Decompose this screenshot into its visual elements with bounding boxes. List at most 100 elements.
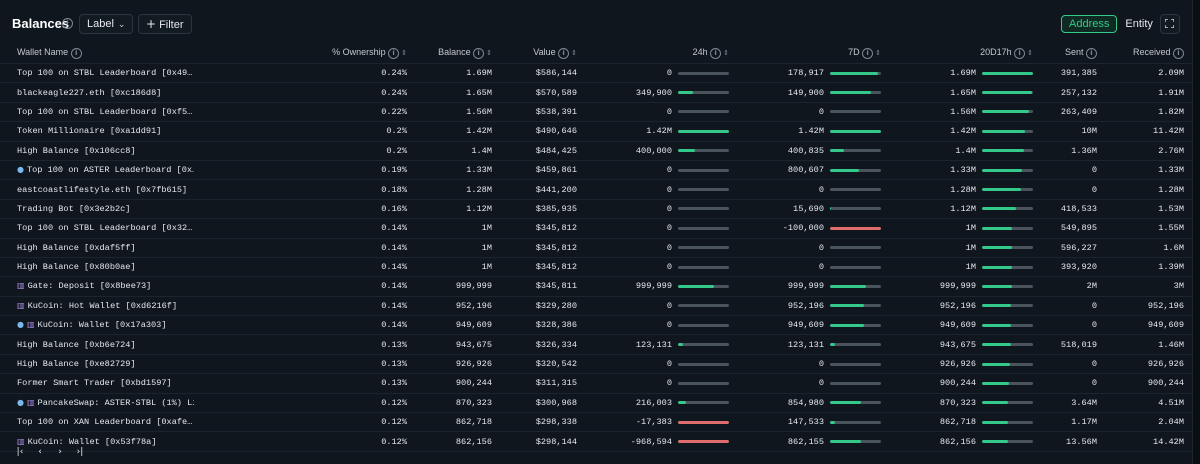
wallet-name-cell[interactable]: High Balance [0x106cc8]: [0, 141, 194, 161]
wallet-name-cell[interactable]: High Balance [0x80b0ae]: [0, 257, 194, 278]
table-row[interactable]: Former Smart Trader [0xbd1597] 0.13% 900,2…: [0, 373, 1192, 394]
wallet-name-cell[interactable]: Top 100 on XAN Leaderboard [0xafe…: [0, 412, 194, 433]
wallet-name-cell[interactable]: ▥ KuCoin: Wallet [0x53f78a]: [0, 431, 194, 452]
wallet-name-cell[interactable]: Top 100 on STBL Leaderboard [0xf5…: [0, 102, 194, 123]
change-7d-bar-fill: [830, 343, 835, 347]
column-header[interactable]: Wallet Name i: [0, 43, 194, 64]
column-header[interactable]: 24h i ⇕: [585, 43, 737, 64]
change-20d-bar-fill: [982, 265, 1013, 269]
table-row[interactable]: Token Millionaire [0xa1dd91] 0.2% 1.42M $49…: [0, 121, 1192, 142]
column-header-label: Balance: [438, 47, 471, 58]
wallet-name[interactable]: Token Millionaire [0xa1dd91]: [17, 126, 162, 137]
wallet-name[interactable]: PancakeSwap: ASTER-STBL (1%) Li…: [37, 397, 194, 408]
expand-button[interactable]: [1160, 14, 1180, 34]
wallet-name-cell[interactable]: High Balance [0xb6e724]: [0, 334, 194, 355]
toggle-address[interactable]: Address: [1061, 15, 1118, 33]
wallet-name[interactable]: Top 100 on STBL Leaderboard [0x49…: [17, 68, 193, 79]
wallet-name[interactable]: Trading Bot [0x3e2b2c]: [17, 203, 131, 214]
change-24h-bar: [678, 91, 729, 95]
wallet-name-cell[interactable]: ▥ KuCoin: Hot Wallet [0xd6216f]: [0, 296, 194, 317]
table-row[interactable]: High Balance [0x106cc8] 0.2% 1.4M $484,425 4…: [0, 141, 1192, 161]
table-row[interactable]: ● Top 100 on ASTER Leaderboard [0x… 0.19% 1…: [0, 160, 1192, 181]
wallet-name[interactable]: blackeagle227.eth [0xc186d8]: [17, 87, 162, 98]
wallet-name[interactable]: Former Smart Trader [0xbd1597]: [17, 378, 172, 389]
table-row[interactable]: ▥ Gate: Deposit [0x8bee73] 0.14% 999,999 $34…: [0, 276, 1192, 297]
column-header[interactable]: Received i: [1105, 43, 1192, 64]
change-20d-bar: [982, 440, 1033, 444]
wallet-name[interactable]: Top 100 on STBL Leaderboard [0xf5…: [17, 106, 193, 117]
balance-cell: 1.42M: [415, 121, 500, 142]
wallet-name[interactable]: Gate: Deposit [0x8bee73]: [27, 281, 152, 292]
column-header[interactable]: % Ownership i ⇕: [194, 43, 415, 64]
wallet-name[interactable]: High Balance [0x106cc8]: [17, 145, 136, 156]
wallet-name[interactable]: eastcoastlifestyle.eth [0x7fb615]: [17, 184, 188, 195]
table-row[interactable]: ▥ KuCoin: Wallet [0x53f78a] 0.12% 862,156 $2…: [0, 431, 1192, 452]
wallet-name[interactable]: Top 100 on ASTER Leaderboard [0x…: [26, 165, 194, 176]
wallet-name-cell[interactable]: Top 100 on STBL Leaderboard [0x49…: [0, 63, 194, 84]
wallet-name-cell[interactable]: ● Top 100 on ASTER Leaderboard [0x…: [0, 160, 194, 181]
table-row[interactable]: Top 100 on STBL Leaderboard [0x49… 0.24% 1…: [0, 63, 1192, 84]
wallet-name-cell[interactable]: Former Smart Trader [0xbd1597]: [0, 373, 194, 394]
wallet-name[interactable]: Top 100 on XAN Leaderboard [0xafe…: [17, 417, 193, 428]
table-row[interactable]: High Balance [0x80b0ae] 0.14% 1M $345,812 0 0…: [0, 257, 1192, 278]
change-7d-cell: 178,917: [737, 63, 889, 84]
wallet-name-cell[interactable]: High Balance [0xdaf5ff]: [0, 238, 194, 258]
change-7d-cell: 0: [737, 354, 889, 375]
table-row[interactable]: ● ▥ KuCoin: Wallet [0x17a303] 0.14% 949,609 $…: [0, 315, 1192, 336]
sort-icon: ⇕: [1027, 49, 1033, 58]
change-24h-bar: [678, 420, 729, 424]
wallet-name-cell[interactable]: Trading Bot [0x3e2b2c]: [0, 199, 194, 220]
column-header[interactable]: 7D i ⇕: [737, 43, 889, 64]
wallet-name-cell[interactable]: ● ▥ PancakeSwap: ASTER-STBL (1%) Li…: [0, 393, 194, 414]
column-header[interactable]: Balance i ⇕: [415, 43, 500, 64]
value-cell: $298,338: [500, 412, 585, 433]
change-20d-bar: [982, 343, 1033, 347]
column-header[interactable]: Sent i: [1041, 43, 1105, 64]
change-20d-value: 943,675: [939, 339, 976, 350]
prev-page-button[interactable]: ‹: [38, 447, 42, 457]
info-icon: i: [1086, 47, 1097, 59]
table-row[interactable]: Top 100 on STBL Leaderboard [0x32… 0.14% 1…: [0, 218, 1192, 239]
table-row[interactable]: eastcoastlifestyle.eth [0x7fb615] 0.18% 1.…: [0, 179, 1192, 200]
table-row[interactable]: ● ▥ PancakeSwap: ASTER-STBL (1%) Li… 0.12% 8…: [0, 393, 1192, 414]
change-24h-bar: [678, 149, 729, 153]
wallet-name[interactable]: KuCoin: Wallet [0x17a303]: [37, 320, 167, 331]
next-page-button[interactable]: ›: [58, 447, 62, 457]
table-row[interactable]: ▥ KuCoin: Hot Wallet [0xd6216f] 0.14% 952,1…: [0, 296, 1192, 317]
wallet-name[interactable]: Top 100 on STBL Leaderboard [0x32…: [17, 223, 193, 234]
wallet-name[interactable]: High Balance [0xe82729]: [17, 359, 136, 370]
wallet-name-cell[interactable]: Top 100 on STBL Leaderboard [0x32…: [0, 218, 194, 239]
first-page-button[interactable]: |‹: [16, 447, 24, 457]
change-20d-value: 900,244: [939, 378, 976, 389]
wallet-name[interactable]: KuCoin: Hot Wallet [0xd6216f]: [27, 300, 178, 311]
table-row[interactable]: Top 100 on STBL Leaderboard [0xf5… 0.22% 1…: [0, 102, 1192, 123]
info-icon[interactable]: i: [62, 18, 73, 29]
wallet-name[interactable]: High Balance [0xb6e724]: [17, 339, 136, 350]
wallet-name-cell[interactable]: ● ▥ KuCoin: Wallet [0x17a303]: [0, 315, 194, 336]
table-row[interactable]: High Balance [0xe82729] 0.13% 926,926 $320,…: [0, 354, 1192, 375]
table-row[interactable]: High Balance [0xb6e724] 0.13% 943,675 $326,…: [0, 334, 1192, 355]
wallet-name[interactable]: High Balance [0xdaf5ff]: [17, 242, 136, 253]
table-row[interactable]: Top 100 on XAN Leaderboard [0xafe… 0.12% 8…: [0, 412, 1192, 433]
change-7d-bar-fill: [830, 323, 865, 327]
last-page-button[interactable]: ›|: [76, 447, 84, 457]
label-dropdown[interactable]: Label ⌄: [79, 14, 134, 34]
table-row[interactable]: Trading Bot [0x3e2b2c] 0.16% 1.12M $385,935…: [0, 199, 1192, 220]
table-row[interactable]: High Balance [0xdaf5ff] 0.14% 1M $345,812 0 0…: [0, 238, 1192, 258]
change-20d-cell: 1.56M: [889, 102, 1041, 123]
wallet-name-cell[interactable]: High Balance [0xe82729]: [0, 354, 194, 375]
wallet-name-cell[interactable]: blackeagle227.eth [0xc186d8]: [0, 82, 194, 103]
sort-icon: ⇕: [401, 49, 407, 58]
wallet-name-cell[interactable]: ▥ Gate: Deposit [0x8bee73]: [0, 276, 194, 297]
column-header[interactable]: 20D17h i ⇕: [889, 43, 1041, 64]
wallet-name-cell[interactable]: eastcoastlifestyle.eth [0x7fb615]: [0, 179, 194, 200]
received-cell: 1.55M: [1105, 218, 1192, 239]
table-row[interactable]: blackeagle227.eth [0xc186d8] 0.24% 1.65M $5…: [0, 82, 1192, 103]
wallet-name-cell[interactable]: Token Millionaire [0xa1dd91]: [0, 121, 194, 142]
toggle-entity[interactable]: Entity: [1125, 18, 1153, 30]
filter-button[interactable]: + Filter: [138, 14, 192, 34]
column-header[interactable]: Value i ⇕: [500, 43, 585, 64]
change-24h-bar: [678, 304, 729, 308]
wallet-name[interactable]: High Balance [0x80b0ae]: [17, 262, 136, 273]
wallet-name[interactable]: KuCoin: Wallet [0x53f78a]: [27, 436, 157, 447]
